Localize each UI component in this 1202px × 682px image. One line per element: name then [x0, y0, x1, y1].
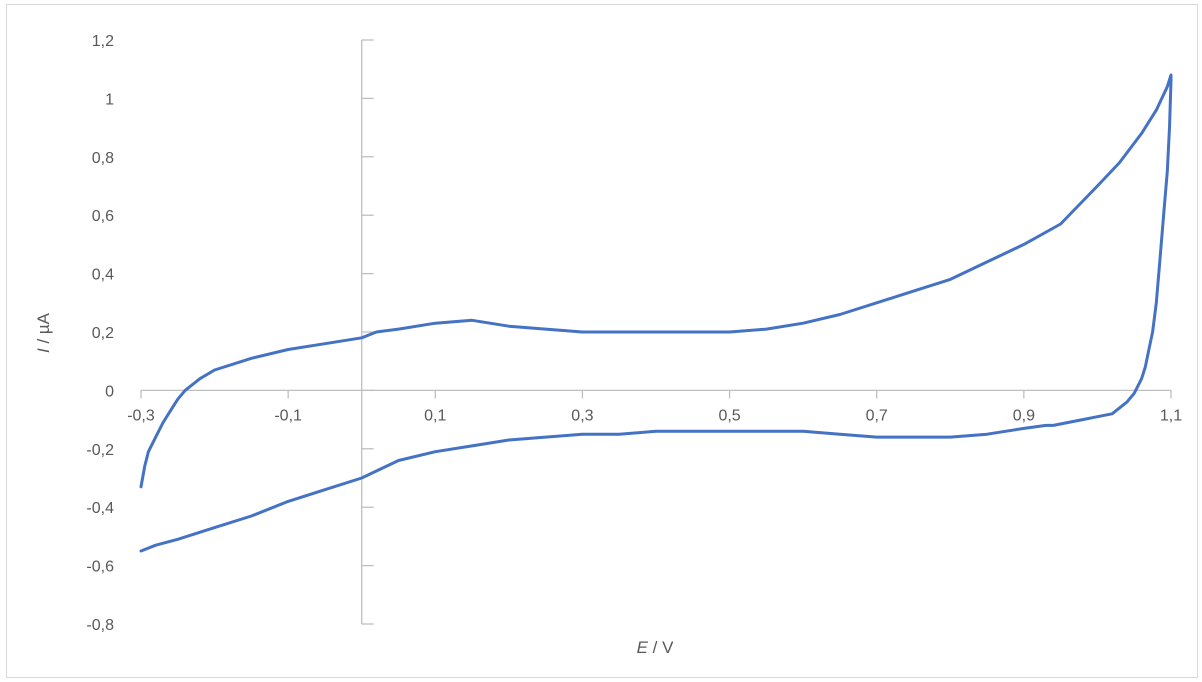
- y-tick-label: -0,8: [86, 617, 114, 634]
- y-axis-symbol: I: [34, 348, 53, 353]
- y-tick-label: 1,2: [92, 33, 114, 50]
- y-tick-label: 1: [105, 91, 114, 108]
- y-axis-unit: / µA: [34, 312, 53, 348]
- x-tick-label: 1,1: [1160, 407, 1182, 424]
- y-tick-label: 0,8: [92, 150, 114, 167]
- x-tick-label: 0,9: [1013, 407, 1035, 424]
- chart-frame: [6, 4, 1198, 678]
- x-tick-label: 0,3: [571, 407, 593, 424]
- x-axis-ticks: -0,3 -0,1 0,1 0,3 0,5 0,7 0,9 1,1: [127, 390, 1182, 424]
- y-tick-label: -0,6: [86, 559, 114, 576]
- x-axis-title: E / V: [637, 638, 675, 657]
- x-tick-label: 0,5: [718, 407, 740, 424]
- x-tick-label: -0,1: [274, 407, 302, 424]
- y-tick-label: -0,2: [86, 442, 114, 459]
- y-tick-label: 0: [105, 383, 114, 400]
- y-axis-ticks: 1,2 1 0,8 0,6 0,4 0,2 0 -0,2 -0,4 -0,6 -0,8: [86, 33, 374, 634]
- series-line-0: [139, 73, 1173, 553]
- y-tick-label: 0,4: [92, 267, 114, 284]
- y-tick-label: 0,6: [92, 208, 114, 225]
- x-tick-label: -0,3: [127, 407, 155, 424]
- x-axis-unit: / V: [648, 638, 674, 657]
- x-tick-label: 0,1: [424, 407, 446, 424]
- y-axis-title: I / µA: [34, 312, 53, 353]
- x-tick-label: 0,7: [866, 407, 888, 424]
- y-tick-label: -0,4: [86, 500, 114, 517]
- x-axis-symbol: E: [637, 638, 649, 657]
- y-tick-label: 0,2: [92, 325, 114, 342]
- series-group: [139, 73, 1173, 553]
